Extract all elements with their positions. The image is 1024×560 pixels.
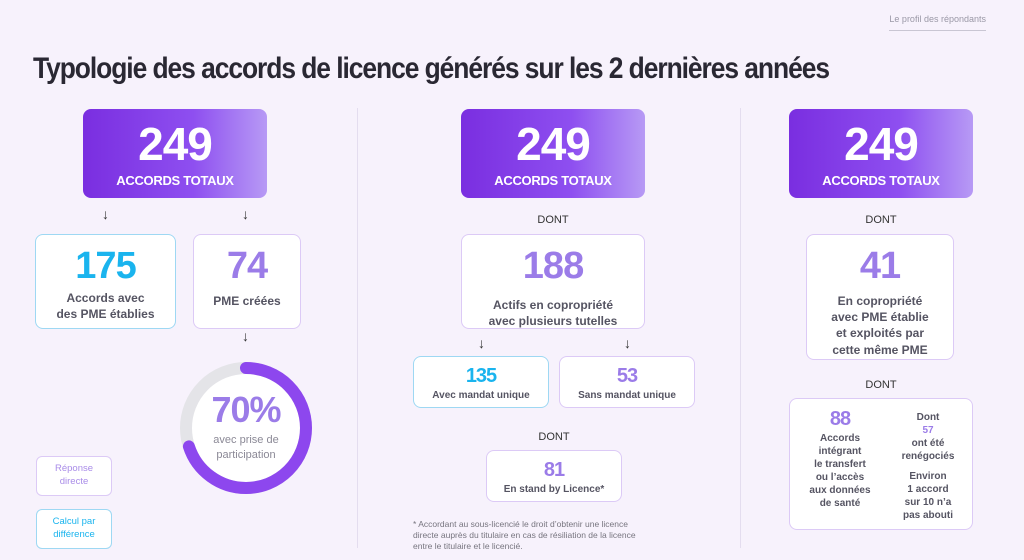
- renegotiated-number: 57: [922, 425, 934, 436]
- total-number: 249: [844, 118, 919, 170]
- label-line: 1 accord: [907, 484, 949, 495]
- dont-label: DONT: [538, 431, 570, 443]
- sme-exploited-card: 41 En copropriété avec PME établie et ex…: [806, 234, 954, 360]
- dont-label: DONT: [537, 214, 569, 226]
- no-mandate-number: 53: [616, 365, 638, 387]
- label-line: le transfert: [814, 459, 866, 470]
- label-line: différence: [53, 528, 95, 540]
- label-line: aux données: [809, 485, 871, 496]
- total-number: 249: [138, 118, 213, 170]
- arrow-down-icon: ↓: [242, 328, 249, 344]
- label-line: participation: [216, 448, 276, 461]
- total-card-1: 249 ACCORDS TOTAUX: [83, 109, 267, 198]
- label-line: Réponse: [54, 463, 94, 474]
- label-line: et exploités par: [835, 326, 925, 341]
- label-line: Accords avec: [66, 291, 145, 305]
- donut-text: 70% avec prise de participation: [176, 392, 316, 463]
- total-label: ACCORDS TOTAUX: [822, 173, 940, 188]
- label-line: avec prise de: [213, 434, 279, 446]
- total-number: 249: [516, 118, 591, 170]
- co-ownership-label: Actifs en copropriété avec plusieurs tut…: [462, 297, 644, 329]
- section-label: Le profil des répondants: [889, 14, 986, 31]
- label-line: Calcul par: [52, 516, 96, 527]
- co-ownership-number: 188: [522, 245, 584, 287]
- footnote-line: directe auprès du titulaire en cas de ré…: [413, 530, 636, 541]
- health-data-left: 88 Accords intégrant le transfert ou l’a…: [804, 409, 876, 510]
- label-line: de santé: [819, 498, 861, 509]
- footnote-line: * Accordant au sous-licencié le droit d’…: [413, 519, 628, 529]
- standby-label: En stand by Licence*: [503, 484, 605, 495]
- failed-label: Environ 1 accord sur 10 n’a pas abouti: [890, 470, 966, 522]
- label-line: En copropriété: [837, 294, 923, 308]
- created-sme-label: PME créées: [213, 294, 281, 308]
- label-line: cette même PME: [832, 342, 928, 357]
- dont-label: DONT: [865, 379, 897, 391]
- legend-direct-response: Réponse directe: [36, 456, 112, 496]
- dont-label: DONT: [865, 214, 897, 226]
- established-sme-card: 175 Accords avec des PME établies: [35, 234, 176, 329]
- created-sme-number: 74: [226, 245, 268, 287]
- label-line: Actifs en copropriété: [492, 298, 614, 312]
- health-data-right: Dont 57 ont été renégociés Environ 1 acc…: [890, 411, 966, 522]
- donut-arc: [180, 362, 312, 494]
- label-line: Accords: [819, 433, 860, 444]
- single-mandate-label: Avec mandat unique: [432, 390, 530, 401]
- column-divider: [357, 108, 358, 548]
- renegotiated-label: Dont 57 ont été renégociés: [890, 411, 966, 463]
- total-label: ACCORDS TOTAUX: [116, 173, 234, 188]
- donut-value: 70%: [211, 389, 281, 430]
- page-title: Typologie des accords de licence générés…: [33, 52, 830, 85]
- label-line: des PME établies: [56, 307, 155, 322]
- established-sme-number: 175: [75, 245, 136, 287]
- sme-exploited-label: En copropriété avec PME établie et explo…: [807, 293, 953, 358]
- label-line: ou l’accès: [815, 472, 865, 483]
- arrow-down-icon: ↓: [102, 206, 109, 222]
- total-label: ACCORDS TOTAUX: [494, 173, 612, 188]
- donut-label: avec prise de participation: [176, 433, 316, 463]
- label-line: sur 10 n’a: [904, 497, 952, 508]
- label-line: ont été: [911, 438, 945, 449]
- sme-exploited-number: 41: [859, 245, 901, 287]
- no-mandate-card: 53 Sans mandat unique: [559, 356, 695, 408]
- created-sme-card: 74 PME créées: [193, 234, 301, 329]
- label-line: directe: [59, 475, 89, 487]
- label-line: intégrant: [818, 446, 862, 457]
- arrow-down-icon: ↓: [478, 335, 485, 351]
- legend-difference: Calcul par différence: [36, 509, 112, 549]
- donut-center: [186, 368, 306, 488]
- label-line: Dont: [916, 412, 940, 423]
- participation-donut: [180, 362, 312, 494]
- footnote: * Accordant au sous-licencié le droit d’…: [413, 519, 703, 552]
- label-line: renégociés: [901, 451, 955, 462]
- total-card-3: 249 ACCORDS TOTAUX: [789, 109, 973, 198]
- total-card-2: 249 ACCORDS TOTAUX: [461, 109, 645, 198]
- standby-number: 81: [543, 459, 565, 481]
- no-mandate-label: Sans mandat unique: [578, 390, 676, 401]
- single-mandate-card: 135 Avec mandat unique: [413, 356, 549, 408]
- established-sme-label: Accords avec des PME établies: [36, 290, 175, 322]
- health-data-number: 88: [829, 408, 851, 430]
- column-divider: [740, 108, 741, 548]
- health-data-card: 88 Accords intégrant le transfert ou l’a…: [789, 398, 973, 530]
- co-ownership-card: 188 Actifs en copropriété avec plusieurs…: [461, 234, 645, 329]
- standby-card: 81 En stand by Licence*: [486, 450, 622, 502]
- label-line: pas abouti: [902, 510, 953, 521]
- health-data-label: Accords intégrant le transfert ou l’accè…: [804, 432, 876, 510]
- single-mandate-number: 135: [465, 365, 497, 387]
- arrow-down-icon: ↓: [242, 206, 249, 222]
- label-line: avec plusieurs tutelles: [488, 314, 618, 329]
- footnote-line: entre le titulaire et le licencié.: [413, 541, 523, 552]
- arrow-down-icon: ↓: [624, 335, 631, 351]
- label-line: Environ: [909, 471, 947, 482]
- label-line: avec PME établie: [831, 310, 929, 325]
